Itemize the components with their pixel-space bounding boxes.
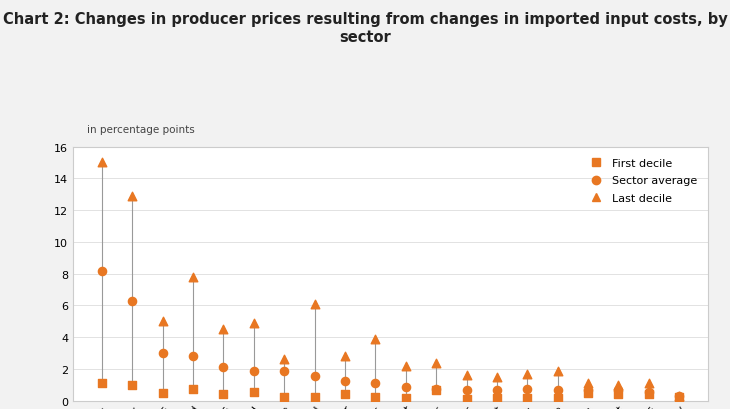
Point bbox=[309, 373, 320, 380]
Point bbox=[218, 364, 229, 371]
Point bbox=[521, 386, 533, 392]
Point bbox=[673, 393, 685, 400]
Point bbox=[461, 387, 472, 394]
Point bbox=[430, 360, 442, 366]
Point bbox=[96, 160, 108, 166]
Point bbox=[612, 391, 624, 397]
Point bbox=[583, 387, 594, 393]
Point bbox=[339, 391, 351, 398]
Legend: First decile, Sector average, Last decile: First decile, Sector average, Last decil… bbox=[580, 153, 702, 209]
Point bbox=[187, 274, 199, 281]
Point bbox=[248, 389, 260, 396]
Point bbox=[278, 393, 290, 400]
Point bbox=[126, 193, 138, 200]
Point bbox=[430, 387, 442, 393]
Point bbox=[369, 380, 381, 387]
Point bbox=[278, 368, 290, 375]
Point bbox=[461, 372, 472, 379]
Point bbox=[96, 267, 108, 274]
Point bbox=[521, 371, 533, 377]
Point bbox=[552, 368, 564, 375]
Point bbox=[157, 350, 169, 357]
Point bbox=[369, 393, 381, 400]
Point bbox=[673, 393, 685, 399]
Point bbox=[248, 368, 260, 375]
Point bbox=[187, 353, 199, 359]
Text: in percentage points: in percentage points bbox=[87, 125, 194, 135]
Point bbox=[218, 391, 229, 397]
Point bbox=[491, 387, 503, 393]
Point bbox=[400, 394, 412, 401]
Point bbox=[187, 386, 199, 392]
Point bbox=[278, 356, 290, 363]
Point bbox=[583, 390, 594, 396]
Point bbox=[643, 389, 655, 396]
Point bbox=[612, 387, 624, 394]
Point bbox=[461, 396, 472, 402]
Point bbox=[339, 353, 351, 360]
Point bbox=[157, 390, 169, 396]
Point bbox=[430, 386, 442, 392]
Point bbox=[400, 384, 412, 391]
Point bbox=[218, 326, 229, 333]
Point bbox=[521, 394, 533, 401]
Point bbox=[126, 382, 138, 388]
Point bbox=[583, 380, 594, 387]
Text: Chart 2: Changes in producer prices resulting from changes in imported input cos: Chart 2: Changes in producer prices resu… bbox=[3, 12, 727, 45]
Point bbox=[552, 387, 564, 394]
Point bbox=[157, 318, 169, 325]
Point bbox=[673, 393, 685, 399]
Point bbox=[491, 394, 503, 401]
Point bbox=[552, 395, 564, 402]
Point bbox=[96, 380, 108, 387]
Point bbox=[309, 393, 320, 400]
Point bbox=[612, 382, 624, 388]
Point bbox=[126, 298, 138, 304]
Point bbox=[491, 374, 503, 380]
Point bbox=[248, 320, 260, 326]
Point bbox=[643, 391, 655, 397]
Point bbox=[339, 378, 351, 384]
Point bbox=[643, 380, 655, 387]
Point bbox=[309, 301, 320, 308]
Point bbox=[369, 336, 381, 342]
Point bbox=[400, 363, 412, 369]
